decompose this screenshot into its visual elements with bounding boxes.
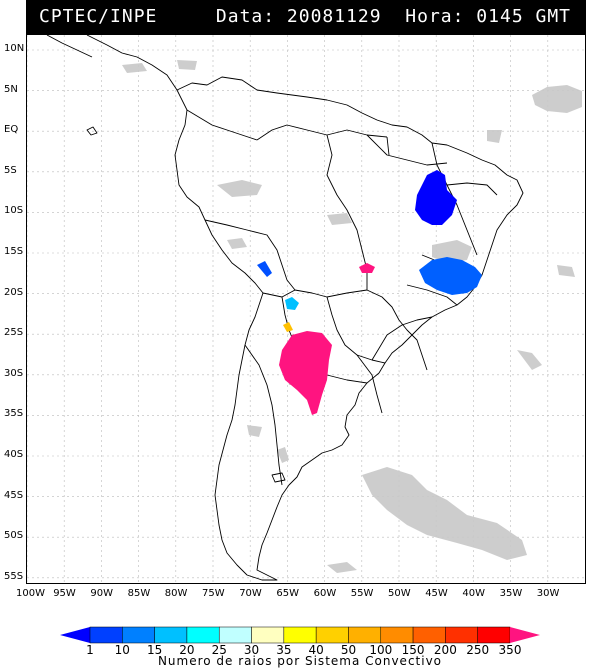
convective-systems [257, 170, 482, 415]
cloud-cover [122, 60, 582, 573]
legend-label: 200 [433, 643, 457, 657]
legend-colorbar [60, 626, 540, 644]
lon-label: 70W [239, 588, 262, 599]
legend-label: 15 [146, 643, 163, 657]
lat-label: 50S [4, 530, 24, 542]
lon-label: 50W [388, 588, 411, 599]
system-northeast-brazil [415, 170, 457, 225]
map-frame: CPTEC/INPE Data: 20081129 Hora: 0145 GMT [26, 0, 586, 584]
system-east-brazil [419, 257, 482, 295]
legend-swatch [186, 626, 220, 644]
lat-label: 10S [4, 205, 24, 217]
lon-label: 60W [313, 588, 337, 599]
system-paraguay-bolivia [285, 297, 299, 310]
lat-label: 55S [4, 570, 24, 582]
lon-label: 80W [164, 588, 188, 599]
map-canvas [27, 35, 585, 583]
legend-title: Numero de raios por Sistema Convectivo [157, 654, 443, 668]
legend-swatch [315, 626, 349, 644]
legend-label: 35 [276, 643, 292, 657]
coastlines-borders [46, 35, 524, 581]
legend-swatch [251, 626, 285, 644]
source-label: CPTEC/INPE [39, 6, 158, 27]
lat-label: 20S [4, 286, 24, 298]
system-peru-bolivia [257, 261, 272, 277]
graticule [27, 35, 585, 583]
legend-label: 50 [340, 643, 357, 657]
legend-label: 30 [243, 643, 260, 657]
lat-label: 10N [4, 43, 25, 54]
legend-label: 10 [114, 643, 130, 657]
system-argentina [279, 331, 332, 415]
lat-label: 30S [4, 367, 24, 379]
lon-label: 75W [202, 588, 225, 599]
legend-label: 1 [86, 643, 94, 657]
legend-label: 25 [211, 643, 227, 657]
lon-label: 65W [276, 588, 300, 599]
lat-label: 35S [4, 408, 24, 420]
header-bar: CPTEC/INPE Data: 20081129 Hora: 0145 GMT [27, 1, 585, 35]
lat-label: 45S [4, 489, 24, 501]
lon-label: 95W [53, 588, 76, 599]
legend-arrow-right [510, 627, 540, 643]
legend-swatch [89, 626, 123, 644]
lat-label: EQ [4, 124, 19, 136]
legend-label: 100 [369, 643, 393, 657]
lon-label: 35W [499, 588, 523, 599]
legend-label: 350 [498, 643, 522, 657]
legend-swatch [218, 626, 252, 644]
lon-label: 100W [16, 588, 45, 599]
legend-swatch [283, 626, 317, 644]
date-time-label: Data: 20081129 Hora: 0145 GMT [215, 6, 571, 27]
lon-label: 90W [90, 588, 114, 599]
system-mato-grosso [359, 263, 375, 273]
lon-label: 40W [462, 588, 486, 599]
legend-swatch [122, 626, 155, 644]
lat-label: 5S [4, 164, 17, 176]
legend-swatch [445, 626, 478, 644]
legend-label: 250 [466, 643, 490, 657]
lon-label: 55W [350, 588, 374, 599]
legend-swatch [154, 626, 188, 644]
legend-label: 40 [308, 643, 324, 657]
lon-label: 85W [127, 588, 151, 599]
legend-label: 150 [401, 643, 425, 657]
lon-label: 45W [425, 588, 448, 599]
system-argentina-north [283, 322, 293, 332]
lat-label: 40S [4, 449, 24, 460]
legend-swatch [477, 626, 511, 644]
lat-label: 5N [4, 83, 18, 95]
lon-label: 30W [536, 588, 560, 599]
legend-swatch [412, 626, 446, 644]
legend-label: 20 [179, 643, 195, 657]
lat-label: 25S [4, 327, 24, 339]
legend-swatch [348, 626, 382, 644]
legend-arrow-left [60, 627, 90, 643]
legend-swatch [380, 626, 414, 644]
lat-label: 15S [4, 246, 24, 257]
